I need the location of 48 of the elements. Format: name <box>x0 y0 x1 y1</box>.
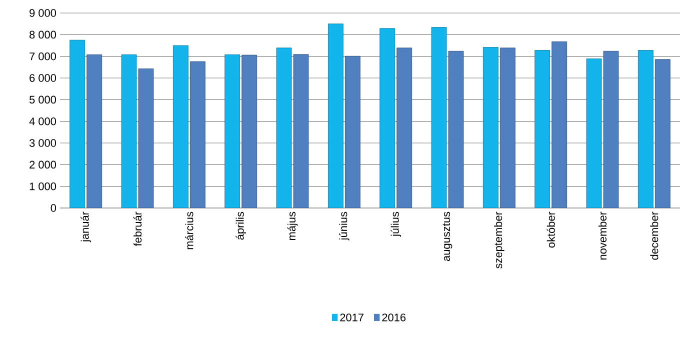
bar <box>396 48 412 208</box>
bar <box>380 28 396 208</box>
bar <box>190 61 206 208</box>
bar <box>448 50 464 208</box>
bar <box>242 54 258 208</box>
y-tick-label: 9 000 <box>30 9 56 17</box>
y-tick-label: 8 000 <box>30 30 56 39</box>
y-tick-label: 3 000 <box>29 139 56 147</box>
x-tick-label: július <box>390 212 401 237</box>
bar <box>224 54 240 208</box>
y-tick-label: 7 000 <box>30 52 56 60</box>
bar <box>344 56 360 208</box>
x-tick-label: április <box>236 212 246 240</box>
x-tick-label: november <box>598 212 607 260</box>
legend-label: 2016 <box>382 314 406 322</box>
bar <box>638 50 654 208</box>
y-tick-label: 1 000 <box>30 182 56 190</box>
bar <box>138 68 154 208</box>
y-tick-label: 4 000 <box>29 117 56 126</box>
bar <box>70 40 86 208</box>
bar <box>328 24 344 208</box>
bar <box>500 48 516 208</box>
legend-label: 2017 <box>340 314 364 322</box>
y-tick-label: 6 000 <box>30 74 56 82</box>
bar <box>431 27 447 208</box>
bar <box>534 50 550 208</box>
y-tick-label: 0 <box>50 204 56 212</box>
bar <box>172 45 188 208</box>
bar <box>276 48 292 208</box>
x-tick-label: december <box>650 212 658 260</box>
x-tick-label: május <box>287 212 298 240</box>
bar <box>603 50 619 208</box>
x-tick-label: szeptember <box>494 212 504 268</box>
bar <box>586 58 602 208</box>
bar <box>293 54 309 208</box>
bar <box>121 54 137 208</box>
bar <box>86 54 102 208</box>
y-tick-label: 2 000 <box>30 160 56 169</box>
x-tick-label: október <box>546 212 555 248</box>
x-tick-label: január <box>80 212 91 242</box>
x-tick-label: március <box>185 212 194 250</box>
bar <box>552 41 568 208</box>
x-tick-label: augusztus <box>442 212 452 262</box>
x-tick-label: február <box>133 212 142 246</box>
bar <box>482 47 498 208</box>
y-tick-label: 5 000 <box>29 96 56 104</box>
x-tick-label: június <box>339 212 350 240</box>
bar <box>654 59 670 208</box>
